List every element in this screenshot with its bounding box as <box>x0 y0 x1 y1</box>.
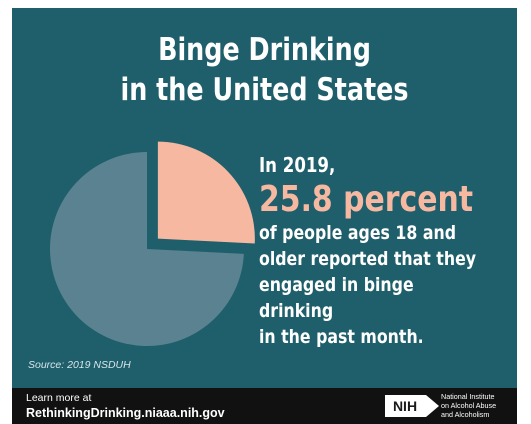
statement-line: in the past month. <box>259 326 424 348</box>
title-line-1: Binge Drinking <box>158 32 371 68</box>
footer-bar: Learn more at RethinkingDrinking.niaaa.n… <box>12 388 517 424</box>
statement-body: of people ages 18 and older reported tha… <box>259 220 479 350</box>
nih-logo-text: NIH <box>393 398 417 414</box>
institute-line: and Alcoholism <box>441 410 490 419</box>
nih-logo: NIH <box>385 395 439 417</box>
institute-line: on Alcohol Abuse <box>441 401 497 410</box>
nih-logo-shape <box>385 395 439 417</box>
statement-lead: In 2019, <box>259 153 336 177</box>
source-note: Source: 2019 NSDUH <box>28 359 131 371</box>
statement-line: engaged in binge drinking <box>259 274 414 322</box>
learn-more-text: Learn more at <box>26 392 92 404</box>
statement-line: older reported that they <box>259 248 477 270</box>
infographic-title: Binge Drinking in the United States <box>57 30 471 110</box>
pie-slice-remainder <box>49 152 244 346</box>
statement-highlight: 25.8 percent <box>259 179 474 220</box>
website-link[interactable]: RethinkingDrinking.niaaa.nih.gov <box>26 406 225 420</box>
statement-line: of people ages 18 and <box>259 222 456 244</box>
pie-chart <box>12 136 257 351</box>
pie-chart-svg <box>49 141 255 346</box>
pie-slice-highlighted <box>157 141 255 244</box>
institute-line: National Institute <box>441 392 495 401</box>
institute-name: National Institute on Alcohol Abuse and … <box>441 392 513 419</box>
infographic-panel: Binge Drinking in the United States In 2… <box>12 8 517 388</box>
statistic-statement: In 2019, 25.8 percent of people ages 18 … <box>259 152 479 350</box>
title-line-2: in the United States <box>120 72 409 108</box>
